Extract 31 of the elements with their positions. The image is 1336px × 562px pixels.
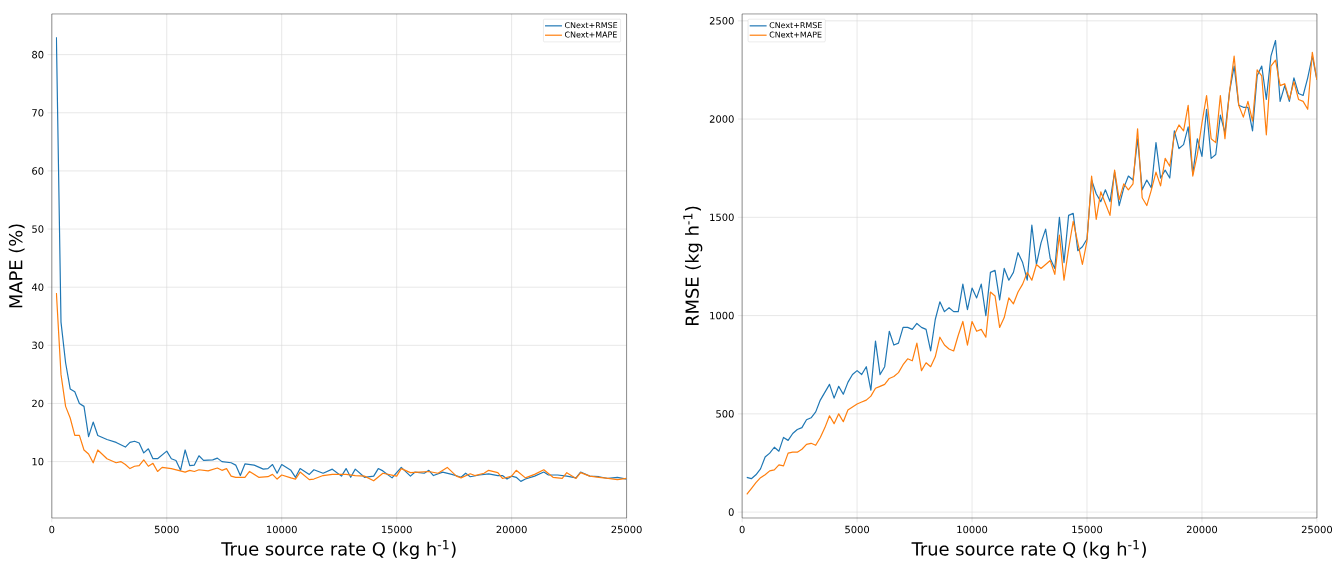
x-tick-label: 0 <box>739 525 745 534</box>
x-tick-label: 5000 <box>154 525 179 534</box>
x-tick-label: 25000 <box>1301 525 1333 534</box>
y-tick-label: 80 <box>32 50 44 59</box>
y-tick-label: 1500 <box>710 213 734 221</box>
line-series <box>55 292 627 482</box>
y-tick-label: 40 <box>31 283 44 291</box>
x-tick-label: 5000 <box>845 525 870 534</box>
y-tick-label: 60 <box>32 166 44 175</box>
y-axis-title: RMSE (kg h$^{-1}$) <box>683 206 703 325</box>
y-axis-title: MAPE (%) <box>8 224 25 308</box>
x-tick-label: 15000 <box>381 525 412 534</box>
y-tick-label: 10 <box>32 457 44 466</box>
y-tick-label: 500 <box>716 409 734 418</box>
y-tick-label: 30 <box>32 341 44 349</box>
x-tick-label: 25000 <box>611 525 642 534</box>
y-tick-label: 20 <box>32 399 44 408</box>
x-tick-label: 10000 <box>267 525 297 534</box>
x-tick-label: 20000 <box>1186 525 1218 534</box>
y-tick-label: 1000 <box>710 311 734 320</box>
x-tick-label: 10000 <box>957 525 988 534</box>
y-tick-label: 0 <box>728 508 734 516</box>
y-tick-label: 2500 <box>709 16 734 25</box>
x-axis-title: True source rate Q (kg h$^{-1}$) <box>221 539 456 559</box>
x-axis-title: True source rate Q (kg h$^{-1}$) <box>911 539 1146 559</box>
y-tick-label: 2000 <box>709 115 734 123</box>
y-tick-label: 70 <box>32 108 44 117</box>
y-tick-label: 50 <box>32 225 44 233</box>
x-tick-label: 20000 <box>496 525 527 534</box>
x-tick-label: 0 <box>49 525 55 534</box>
x-tick-label: 15000 <box>1072 525 1103 534</box>
